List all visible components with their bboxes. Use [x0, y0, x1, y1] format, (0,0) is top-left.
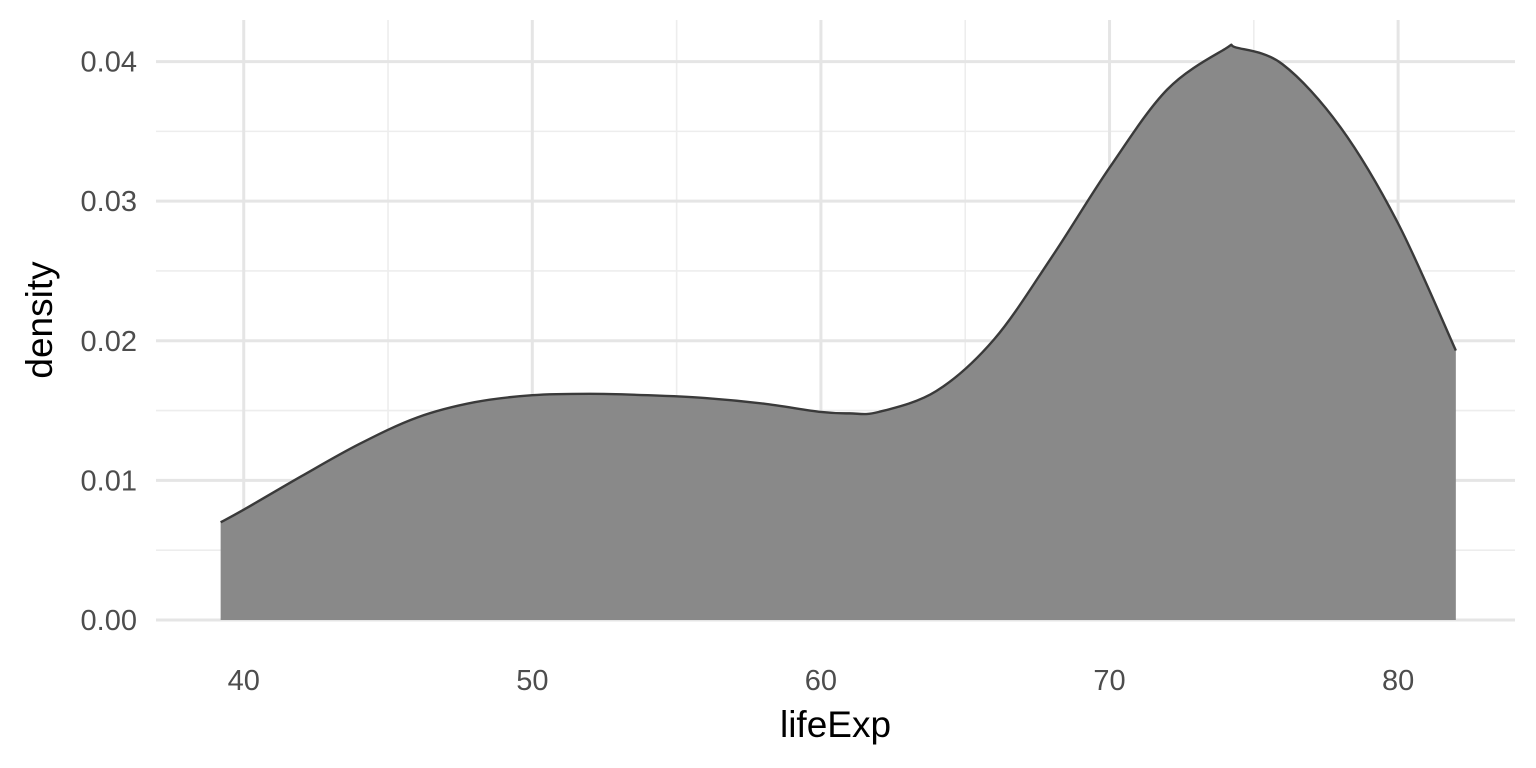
x-tick-label: 50 [516, 665, 548, 697]
x-tick-labels: 40 50 60 70 80 [228, 665, 1415, 697]
density-line [220, 43, 1457, 524]
y-tick-label: 0.00 [81, 605, 137, 637]
y-tick-labels: 0.00 0.01 0.02 0.03 0.04 [81, 47, 137, 637]
density-area [220, 44, 1456, 621]
x-tick-label: 40 [228, 665, 260, 697]
y-tick-label: 0.02 [81, 326, 137, 358]
y-axis-title: density [19, 261, 60, 379]
x-tick-label: 80 [1382, 665, 1414, 697]
y-tick-label: 0.04 [81, 47, 137, 79]
x-axis-title: lifeExp [780, 704, 891, 745]
x-tick-label: 60 [805, 665, 837, 697]
y-tick-label: 0.01 [81, 465, 137, 497]
y-tick-label: 0.03 [81, 186, 137, 218]
x-tick-label: 70 [1093, 665, 1125, 697]
